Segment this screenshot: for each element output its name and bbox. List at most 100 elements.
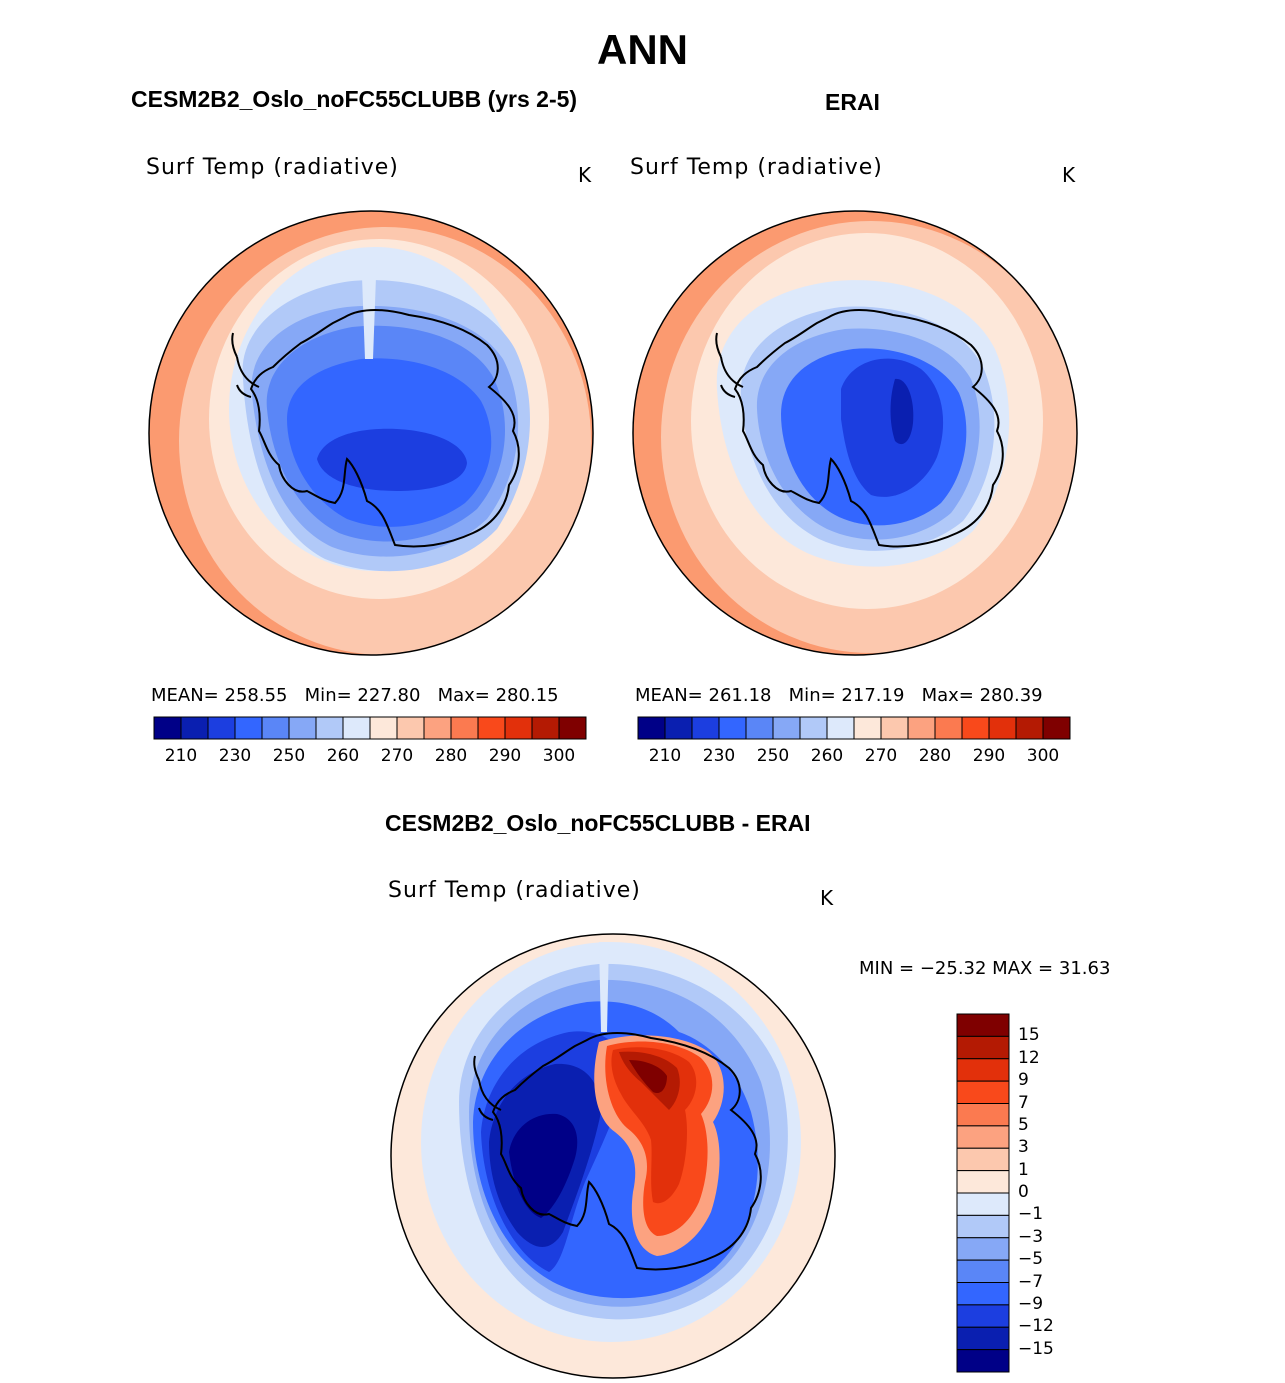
- diff-colorbar-label: −9: [1018, 1293, 1044, 1314]
- diff-colorbar-labels: 15 12 9 7 5 3 1 0 −1 −3 −5 −7 −9 −12 −15: [1016, 1014, 1096, 1372]
- panel1-mean-value: 258.55: [224, 685, 288, 706]
- diff-colorbar: [956, 1013, 1010, 1373]
- diff-colorbar-label: 15: [1018, 1025, 1040, 1046]
- panel1-colorbar-box-4: [261, 716, 290, 740]
- panel2-colorbar-box-6: [799, 716, 828, 740]
- panel1-colorbar-label: 260: [326, 746, 360, 766]
- diff-colorbar-label: −3: [1018, 1226, 1044, 1247]
- diff-colorbar-label: 12: [1018, 1047, 1040, 1068]
- panel2-case-title: ERAI: [825, 89, 880, 115]
- diff-variable-title: Surf Temp (radiative): [388, 878, 641, 903]
- panel2-mean-value: 261.18: [708, 685, 772, 706]
- panel2-colorbar-box-10: [907, 716, 936, 740]
- panel2-variable-title: Surf Temp (radiative): [630, 155, 883, 180]
- panel1-colorbar-box-10: [423, 716, 452, 740]
- panel2-colorbar-box-0: [637, 716, 666, 740]
- panel1-colorbar-box-14: [531, 716, 560, 740]
- panel2-colorbar-label: 280: [918, 746, 952, 766]
- diff-colorbar-label: −1: [1018, 1204, 1044, 1225]
- panel2-colorbar-label: 300: [1026, 746, 1060, 766]
- panel1-colorbar-label: 290: [488, 746, 522, 766]
- diff-colorbar-box-5: [956, 1125, 1010, 1149]
- panel2-stats: MEAN= 261.18 Min= 217.19 Max= 280.39: [635, 685, 1043, 706]
- diff-colorbar-box-8: [956, 1192, 1010, 1216]
- panel1-colorbar-box-9: [396, 716, 425, 740]
- diff-colorbar-label: 7: [1018, 1092, 1029, 1113]
- diff-fill-hot5: [629, 1060, 667, 1094]
- map1-coastline: [249, 309, 520, 548]
- panel1-colorbar-label: 250: [272, 746, 306, 766]
- panel1-colorbar: [153, 716, 587, 740]
- panel1-mean-label: MEAN=: [151, 685, 219, 706]
- panel2-mean-label: MEAN=: [635, 685, 703, 706]
- map2-coastline: [733, 309, 1004, 548]
- panel2-colorbar-label: 260: [810, 746, 844, 766]
- panel2-colorbar: [637, 716, 1071, 740]
- panel1-colorbar-box-8: [369, 716, 398, 740]
- map2-coastline-peninsula: [715, 332, 744, 398]
- diff-colorbar-box-12: [956, 1282, 1010, 1306]
- panel1-colorbar-box-11: [450, 716, 479, 740]
- panel2-colorbar-box-8: [853, 716, 882, 740]
- diff-polar-map: [390, 933, 836, 1379]
- map2-border: [632, 210, 1078, 656]
- panel2-min-value: 217.19: [841, 685, 905, 706]
- panel1-colorbar-label: 210: [164, 746, 198, 766]
- panel2-min-label: Min=: [788, 685, 836, 706]
- diff-colorbar-box-11: [956, 1259, 1010, 1283]
- diff-colorbar-box-6: [956, 1147, 1010, 1172]
- panel1-colorbar-box-15: [558, 716, 587, 740]
- diff-colorbar-box-0: [956, 1013, 1010, 1037]
- panel2-colorbar-box-14: [1015, 716, 1044, 740]
- diff-units: K: [820, 886, 834, 910]
- panel2-colorbar-box-2: [691, 716, 720, 740]
- panel1-colorbar-label: 270: [380, 746, 414, 766]
- diff-colorbar-box-9: [956, 1214, 1010, 1239]
- diff-colorbar-box-4: [956, 1103, 1010, 1127]
- panel1-colorbar-labels: 210 230 250 260 270 280 290 300: [154, 746, 586, 768]
- panel2-colorbar-box-4: [745, 716, 774, 740]
- diff-colorbar-box-3: [956, 1080, 1010, 1104]
- panel2-colorbar-box-12: [961, 716, 990, 740]
- diff-colorbar-label: −7: [1018, 1271, 1044, 1292]
- panel2-colorbar-label: 210: [648, 746, 682, 766]
- map1-fill-band8: [317, 428, 467, 491]
- panel1-colorbar-box-3: [234, 716, 263, 740]
- panel2-colorbar-label: 270: [864, 746, 898, 766]
- panel1-colorbar-box-0: [153, 716, 182, 740]
- panel1-variable-title: Surf Temp (radiative): [146, 155, 399, 180]
- diff-colorbar-box-13: [956, 1304, 1010, 1328]
- diff-fill-cool7: [509, 1113, 578, 1218]
- diff-map-border: [390, 933, 836, 1379]
- panel2-colorbar-box-9: [880, 716, 909, 740]
- diff-colorbar-label: −12: [1018, 1316, 1054, 1337]
- panel1-colorbar-box-7: [342, 716, 371, 740]
- panel2-units: K: [1062, 163, 1076, 187]
- panel1-min-value: 227.80: [357, 685, 421, 706]
- panel1-colorbar-box-6: [315, 716, 344, 740]
- panel1-colorbar-box-5: [288, 716, 317, 740]
- panel1-max-value: 280.15: [495, 685, 559, 706]
- panel2-colorbar-box-15: [1042, 716, 1071, 740]
- panel2-max-label: Max=: [921, 685, 974, 706]
- diff-colorbar-label: 0: [1018, 1182, 1029, 1202]
- panel1-colorbar-box-12: [477, 716, 506, 740]
- diff-colorbar-label: 1: [1018, 1159, 1029, 1180]
- map2-fill-band8: [890, 378, 914, 445]
- diff-colorbar-box-2: [956, 1058, 1010, 1082]
- panel1-colorbar-box-1: [180, 716, 209, 740]
- panel2-colorbar-box-1: [664, 716, 693, 740]
- diff-colorbar-box-7: [956, 1170, 1010, 1194]
- main-title: ANN: [597, 26, 688, 73]
- diff-minmax: MIN = −25.32 MAX = 31.63: [859, 958, 1111, 979]
- panel2-colorbar-label: 230: [702, 746, 736, 766]
- panel2-colorbar-box-3: [718, 716, 747, 740]
- diff-colorbar-box-15: [956, 1349, 1010, 1373]
- panel1-colorbar-label: 230: [218, 746, 252, 766]
- panel1-stats: MEAN= 258.55 Min= 227.80 Max= 280.15: [151, 685, 559, 706]
- panel1-polar-map: [148, 210, 594, 656]
- diff-coastline: [491, 1032, 762, 1271]
- map1-border: [148, 210, 594, 656]
- panel1-max-label: Max=: [437, 685, 490, 706]
- diff-colorbar-box-14: [956, 1326, 1010, 1351]
